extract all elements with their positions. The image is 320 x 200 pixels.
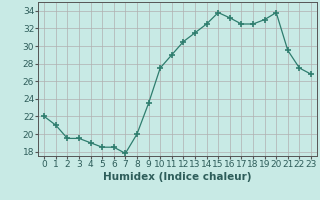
X-axis label: Humidex (Indice chaleur): Humidex (Indice chaleur)	[103, 172, 252, 182]
